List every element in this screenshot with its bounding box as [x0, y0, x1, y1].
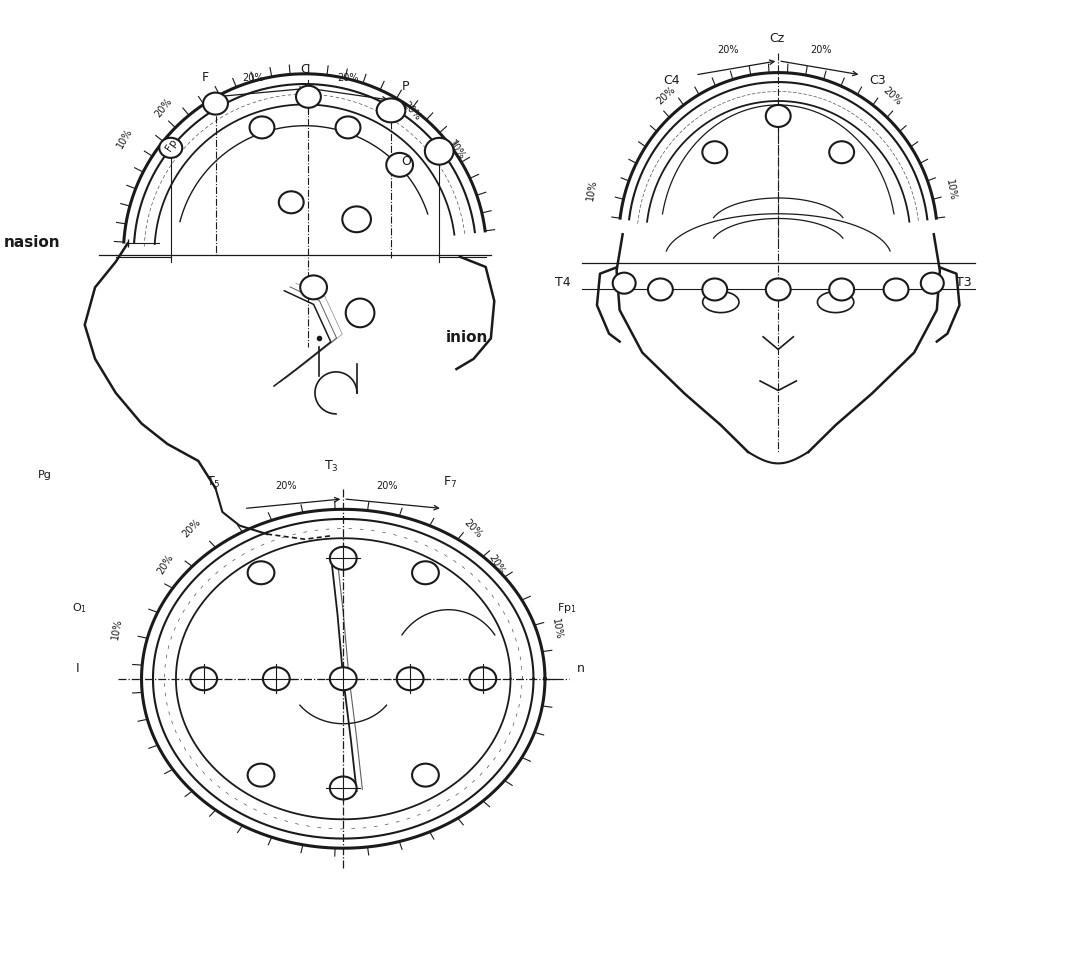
Text: 20%: 20%: [809, 45, 831, 54]
Text: 10%: 10%: [944, 179, 957, 202]
Text: Pg: Pg: [38, 470, 52, 480]
Text: inion: inion: [446, 330, 489, 345]
Ellipse shape: [829, 278, 854, 300]
Text: C: C: [300, 63, 309, 76]
Text: 20%: 20%: [153, 97, 174, 120]
Ellipse shape: [883, 278, 908, 300]
Ellipse shape: [469, 667, 496, 690]
Ellipse shape: [766, 278, 791, 300]
Ellipse shape: [412, 561, 438, 584]
Ellipse shape: [279, 191, 304, 213]
Ellipse shape: [703, 278, 727, 300]
Text: 20%: 20%: [156, 553, 176, 576]
Text: 20%: 20%: [461, 517, 484, 539]
Ellipse shape: [296, 86, 321, 108]
Ellipse shape: [335, 117, 360, 139]
Text: I: I: [75, 663, 79, 675]
Ellipse shape: [248, 561, 274, 584]
Text: T3: T3: [956, 276, 972, 290]
Ellipse shape: [330, 776, 357, 799]
Text: nasion: nasion: [4, 234, 61, 250]
Text: P: P: [401, 80, 409, 93]
Text: Cz: Cz: [769, 32, 784, 45]
Text: 10%: 10%: [549, 618, 564, 641]
Ellipse shape: [703, 141, 727, 163]
Text: T$_3$: T$_3$: [324, 459, 338, 474]
Text: T$_5$: T$_5$: [206, 475, 220, 490]
Text: C3: C3: [869, 75, 886, 87]
Text: 10%: 10%: [446, 139, 467, 162]
Ellipse shape: [766, 105, 791, 127]
Text: 20%: 20%: [275, 481, 297, 491]
Text: 20%: 20%: [243, 74, 264, 83]
Ellipse shape: [190, 667, 217, 690]
Ellipse shape: [829, 141, 854, 163]
Ellipse shape: [425, 138, 454, 164]
Text: 20%: 20%: [376, 481, 398, 491]
Ellipse shape: [330, 547, 357, 570]
Text: 10%: 10%: [114, 126, 134, 150]
Text: F: F: [201, 72, 209, 84]
Text: n: n: [577, 663, 584, 675]
Text: 20%: 20%: [181, 517, 202, 539]
Ellipse shape: [386, 153, 413, 177]
Text: F$_7$: F$_7$: [443, 475, 457, 490]
Ellipse shape: [920, 272, 943, 293]
Ellipse shape: [300, 275, 327, 299]
Text: Fp$_1$: Fp$_1$: [557, 601, 578, 616]
Ellipse shape: [263, 667, 289, 690]
Text: T4: T4: [555, 276, 570, 290]
Text: 20%: 20%: [337, 74, 359, 83]
Text: 20%: 20%: [654, 85, 677, 107]
Text: 20%: 20%: [400, 100, 422, 122]
Ellipse shape: [159, 138, 183, 158]
Ellipse shape: [412, 764, 438, 787]
Text: O: O: [401, 155, 411, 168]
Text: O$_1$: O$_1$: [72, 601, 87, 615]
Text: 20%: 20%: [718, 45, 739, 54]
Text: 20%: 20%: [881, 85, 903, 107]
Ellipse shape: [346, 298, 374, 327]
Text: 10%: 10%: [110, 618, 124, 641]
Ellipse shape: [376, 98, 406, 122]
Ellipse shape: [330, 667, 357, 690]
Text: 20%: 20%: [486, 553, 507, 576]
Ellipse shape: [613, 272, 635, 293]
Text: C4: C4: [664, 75, 680, 87]
Text: Fp: Fp: [164, 138, 180, 153]
Ellipse shape: [249, 117, 274, 139]
Ellipse shape: [648, 278, 672, 300]
Ellipse shape: [248, 764, 274, 787]
Text: 10%: 10%: [585, 179, 598, 202]
Ellipse shape: [203, 93, 228, 115]
Ellipse shape: [343, 206, 371, 232]
Ellipse shape: [397, 667, 423, 690]
